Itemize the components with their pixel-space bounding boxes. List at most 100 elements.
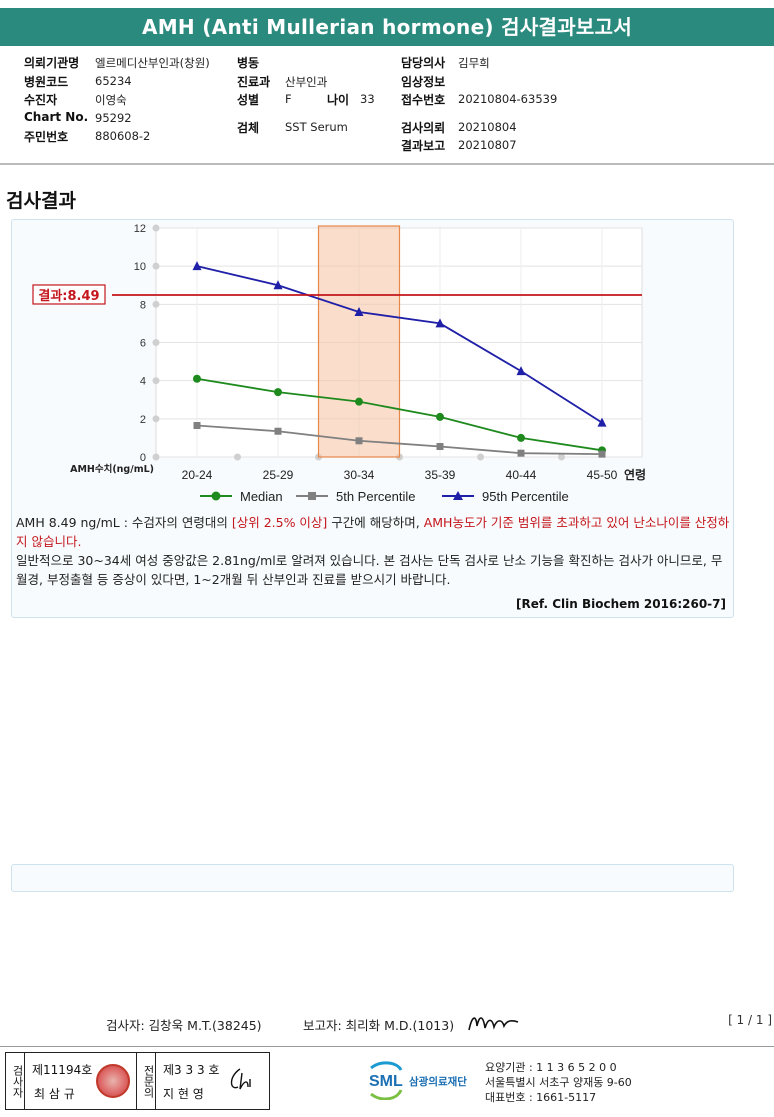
- info-label: 접수번호: [401, 93, 446, 107]
- legend-marker: [308, 492, 316, 500]
- info-value: 산부인과: [285, 74, 328, 89]
- data-point: [597, 417, 607, 427]
- info-value: 95292: [95, 110, 132, 125]
- info-value: 김무희: [458, 56, 490, 70]
- info-value: 65234: [95, 73, 132, 88]
- info-label: 검체: [237, 120, 260, 135]
- x-tick-label: 30-34: [344, 468, 375, 482]
- series-line: [196, 424, 603, 456]
- info-label: 병원코드: [24, 74, 69, 89]
- info-label: 결과보고: [401, 139, 446, 154]
- remarks-box: [11, 864, 734, 892]
- legend-label: 5th Percentile: [336, 489, 416, 504]
- info-value: 20210807: [458, 138, 517, 153]
- data-point: [273, 280, 283, 290]
- data-point: [516, 366, 526, 376]
- x-tick-label: 20-24: [182, 468, 213, 482]
- desc-warning: AMH농도가 기준 범위를 초과하고 있어 난소나이를 산정하지 않습니다.: [16, 515, 730, 549]
- y-tick-label: 0: [140, 452, 146, 464]
- y-tick-label: 2: [140, 414, 146, 426]
- info-label: 의뢰기관명: [24, 56, 80, 70]
- stamp2-number: 제3 3 3 호: [163, 1063, 220, 1077]
- amh-chart: 0 2 4 6 8 10 12 AMH수치(ng/mL) 20-24 25-29 30-34 35-3…: [32, 223, 646, 504]
- x-tick-label: 35-39: [425, 468, 456, 482]
- result-description: AMH 8.49 ng/mL : 수검자의 연령대의 [상위 2.5% 이상] …: [16, 513, 732, 589]
- info-value: 20210804-63539: [458, 92, 558, 106]
- info-label: 검사의뢰: [401, 120, 446, 135]
- x-axis-label: 연령: [624, 467, 646, 482]
- data-point: [355, 437, 363, 445]
- y-tick-dot: [152, 339, 160, 346]
- info-label: 병동: [237, 56, 260, 70]
- result-label: 결과:8.49: [38, 288, 99, 304]
- org-info: 요양기관 : 1 1 3 6 5 2 0 0 서울특별시 서초구 양재동 9-6…: [485, 1060, 632, 1105]
- desc-highlight: [상위 2.5% 이상]: [231, 515, 328, 530]
- y-tick-label: 12: [134, 223, 146, 235]
- report-title: AMH (Anti Mullerian hormone) 검사결과보고서: [0, 8, 774, 46]
- divider: [0, 1046, 774, 1047]
- info-label: 주민번호: [24, 130, 69, 144]
- y-tick-label: 10: [134, 261, 146, 273]
- stamp2-signature: [230, 1068, 251, 1090]
- reporter: 보고자: 최리화 M.D.(1013): [303, 1018, 455, 1033]
- stamp1-name: 최 삼 규: [34, 1087, 75, 1101]
- desc-text: AMH 8.49 ng/mL : 수검자의 연령대의: [16, 515, 232, 530]
- info-value: 엘르메디산부인과(창원): [95, 56, 210, 70]
- data-point: [598, 450, 606, 458]
- x-tick-label: 45-50: [587, 468, 618, 482]
- info-label: 임상정보: [401, 74, 446, 89]
- series-line: [196, 377, 603, 452]
- y-tick-label: 4: [140, 376, 146, 388]
- data-point: [517, 433, 525, 442]
- section-title: 검사결과: [6, 190, 76, 212]
- y-tick-dot: [152, 453, 160, 461]
- certification-stamps: 검사자 제11194호 최 삼 규 전문의 제3 3 3 호 지 현 영: [5, 1052, 270, 1110]
- reporter-signature: [468, 1017, 519, 1031]
- data-point: [435, 318, 445, 328]
- y-axis-label: AMH수치(ng/mL): [70, 463, 154, 475]
- highlight-age-band: [317, 225, 401, 458]
- info-value: 880608-2: [95, 129, 151, 143]
- y-tick-dot: [152, 224, 160, 232]
- info-value: F: [285, 92, 292, 106]
- org-name: 삼광의료재단: [409, 1075, 467, 1088]
- info-value: 20210804: [458, 119, 517, 134]
- data-point: [274, 427, 282, 435]
- legend-marker: [211, 491, 221, 501]
- x-tick-dot: [477, 453, 484, 461]
- data-point: [354, 306, 364, 316]
- org-logo-text: SML: [369, 1073, 403, 1090]
- data-point: [193, 422, 201, 430]
- data-point: [355, 397, 363, 406]
- stamp1-title: 검사자: [6, 1053, 25, 1109]
- info-value: 33: [360, 92, 375, 106]
- result-label-box: [32, 284, 106, 305]
- legend-marker: [453, 491, 463, 500]
- reference: [Ref. Clin Biochem 2016:260-7]: [516, 597, 726, 611]
- org-tel: 대표번호 : 1661-5117: [485, 1091, 597, 1104]
- x-tick-label: 40-44: [506, 468, 537, 482]
- data-point: [436, 412, 444, 421]
- info-label: 수진자: [24, 93, 58, 107]
- x-tick-label: 25-29: [263, 468, 294, 482]
- page-number: [ 1 / 1 ]: [728, 1013, 772, 1027]
- info-label: 담당의사: [401, 56, 446, 70]
- desc-general: 일반적으로 30~34세 여성 중앙값은 2.81ng/ml로 알려져 있습니다…: [16, 553, 723, 587]
- y-tick-dot: [152, 262, 160, 270]
- y-tick-label: 8: [140, 299, 146, 311]
- y-tick-dot: [152, 300, 160, 308]
- examiner: 검사자: 김창욱 M.T.(38245): [106, 1018, 262, 1033]
- y-tick-label: 6: [140, 338, 146, 350]
- y-tick-dot: [152, 377, 160, 385]
- info-label: Chart No.: [24, 109, 89, 124]
- legend-label: 95th Percentile: [482, 489, 569, 504]
- legend-label: Median: [240, 489, 283, 504]
- info-label: 진료과: [237, 74, 271, 89]
- x-tick-dot: [558, 453, 565, 461]
- data-point: [436, 443, 444, 451]
- data-point: [192, 261, 202, 271]
- series-line: [196, 265, 603, 424]
- x-tick-dot: [234, 453, 241, 461]
- org-logo: SML 삼광의료재단: [367, 1060, 482, 1104]
- desc-text: 구간에 해당하며,: [327, 515, 424, 530]
